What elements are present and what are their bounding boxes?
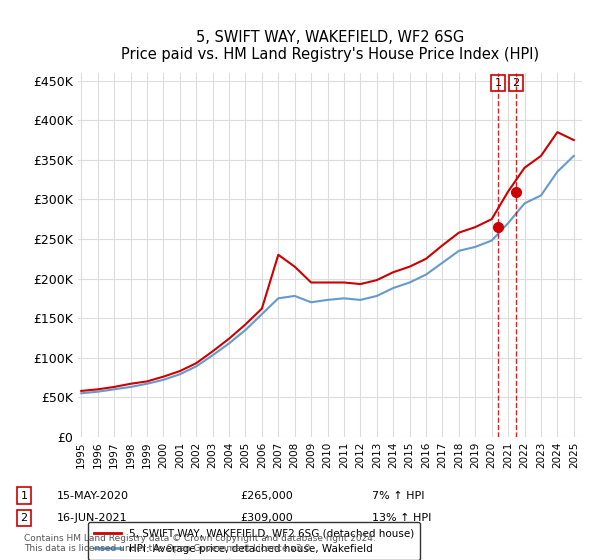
Text: 1: 1	[20, 491, 28, 501]
Text: 2: 2	[20, 513, 28, 523]
Text: 16-JUN-2021: 16-JUN-2021	[57, 513, 128, 523]
Text: £265,000: £265,000	[240, 491, 293, 501]
Text: £309,000: £309,000	[240, 513, 293, 523]
Text: 2: 2	[512, 78, 519, 88]
Text: 15-MAY-2020: 15-MAY-2020	[57, 491, 129, 501]
Legend: 5, SWIFT WAY, WAKEFIELD, WF2 6SG (detached house), HPI: Average price, detached : 5, SWIFT WAY, WAKEFIELD, WF2 6SG (detach…	[88, 522, 421, 560]
Text: 13% ↑ HPI: 13% ↑ HPI	[372, 513, 431, 523]
Text: Contains HM Land Registry data © Crown copyright and database right 2024.
This d: Contains HM Land Registry data © Crown c…	[24, 534, 376, 553]
Text: 1: 1	[494, 78, 502, 88]
Text: 7% ↑ HPI: 7% ↑ HPI	[372, 491, 425, 501]
Title: 5, SWIFT WAY, WAKEFIELD, WF2 6SG
Price paid vs. HM Land Registry's House Price I: 5, SWIFT WAY, WAKEFIELD, WF2 6SG Price p…	[121, 30, 539, 62]
